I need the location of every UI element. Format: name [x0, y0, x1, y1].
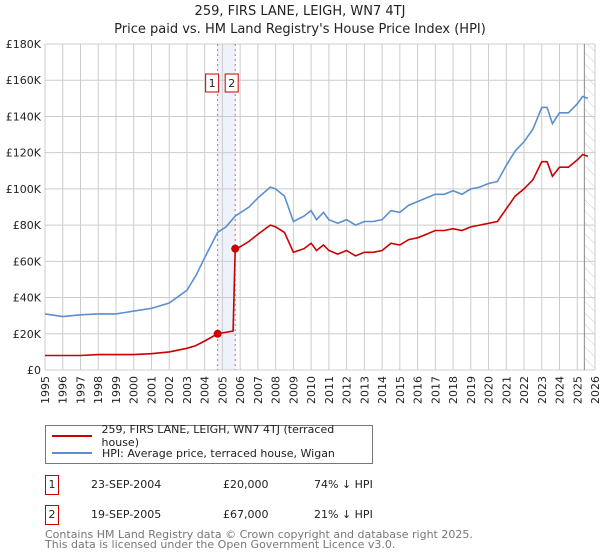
sale-date: 23-SEP-2004 — [91, 478, 162, 491]
x-tick-label: 2020 — [483, 376, 496, 404]
x-tick-label: 1998 — [92, 376, 105, 404]
x-tick-label: 2016 — [412, 376, 425, 404]
x-tick-label: 2008 — [270, 376, 283, 404]
sale-marker-box — [205, 73, 220, 93]
y-tick-label: £0 — [27, 364, 41, 377]
x-tick-label: 1997 — [74, 376, 87, 404]
forecast-hatch — [584, 44, 595, 370]
x-tick-label: 2004 — [199, 376, 212, 404]
x-tick-label: 2015 — [394, 376, 407, 404]
x-tick-label: 2021 — [500, 376, 513, 404]
x-tick-label: 2005 — [216, 376, 229, 404]
x-tick-label: 2007 — [252, 376, 265, 404]
x-tick-label: 1996 — [57, 376, 70, 404]
x-tick-label: 2012 — [341, 376, 354, 404]
x-tick-label: 1995 — [39, 376, 52, 404]
x-tick-label: 2022 — [518, 376, 531, 404]
sale-marker-label: 2 — [228, 77, 235, 90]
footer: Contains HM Land Registry data © Crown c… — [45, 528, 473, 551]
footer-licence: This data is licensed under the Open Gov… — [45, 538, 396, 551]
sale-marker-label: 2 — [45, 505, 59, 525]
x-tick-label: 2019 — [465, 376, 478, 404]
y-tick-label: £40K — [13, 292, 42, 305]
legend-item-hpi: HPI: Average price, terraced house, Wiga… — [46, 444, 335, 462]
sale-hpi-diff: 74% ↓ HPI — [314, 478, 373, 491]
x-tick-label: 2018 — [447, 376, 460, 404]
sale-price: £20,000 — [223, 478, 269, 491]
y-tick-label: £180K — [6, 38, 42, 51]
chart-title: 259, FIRS LANE, LEIGH, WN7 4TJ — [194, 4, 406, 19]
legend-swatch-red — [52, 435, 92, 437]
sale-date: 19-SEP-2005 — [91, 508, 162, 521]
footer-copyright: Contains HM Land Registry data © Crown c… — [45, 528, 473, 541]
x-tick-label: 2003 — [181, 376, 194, 404]
sale-hpi-diff: 21% ↓ HPI — [314, 508, 373, 521]
x-tick-label: 1999 — [110, 376, 123, 404]
x-tick-label: 2026 — [589, 376, 600, 404]
plot-area: 1995 1996 1997 1998 1999 2000 2001 2002 2003 2004… — [6, 38, 600, 404]
x-tick-label: 2013 — [358, 376, 371, 404]
sale-marker-label: 1 — [45, 475, 59, 495]
x-tick-label: 2010 — [305, 376, 318, 404]
sale-marker-label: 1 — [209, 77, 216, 90]
x-tick-label: 2001 — [145, 376, 158, 404]
y-tick-label: £120K — [6, 147, 42, 160]
hpi-line — [44, 95, 589, 318]
y-tick-label: £140K — [6, 110, 42, 123]
legend-item-price: 259, FIRS LANE, LEIGH, WN7 4TJ (terraced… — [46, 423, 372, 449]
x-tick-label: 2017 — [429, 376, 442, 404]
chart-subtitle: Price paid vs. HM Land Registry's House … — [114, 22, 486, 37]
x-tick-label: 2006 — [234, 376, 247, 404]
x-tick-label: 2009 — [287, 376, 300, 404]
x-tick-label: 2025 — [571, 376, 584, 404]
x-tick-label: 2024 — [554, 376, 567, 404]
sale-point — [213, 329, 222, 338]
y-tick-label: £20K — [13, 328, 42, 341]
sale-point — [231, 244, 240, 253]
x-tick-label: 2000 — [128, 376, 141, 404]
y-tick-label: £160K — [6, 74, 42, 87]
legend: 259, FIRS LANE, LEIGH, WN7 4TJ (terraced… — [45, 423, 373, 464]
legend-label: HPI: Average price, terraced house, Wiga… — [102, 446, 335, 460]
legend-label: 259, FIRS LANE, LEIGH, WN7 4TJ (terraced… — [101, 423, 335, 449]
legend-swatch-blue — [52, 452, 92, 454]
x-tick-label: 2011 — [323, 376, 336, 404]
y-tick-label: £80K — [13, 219, 42, 232]
x-tick-label: 2014 — [376, 376, 389, 404]
x-tick-label: 2002 — [163, 376, 176, 404]
sale-marker-box — [224, 73, 239, 93]
sale-price: £67,000 — [223, 508, 269, 521]
x-tick-label: 2023 — [536, 376, 549, 404]
y-tick-label: £100K — [6, 183, 42, 196]
price-paid-line — [45, 153, 589, 357]
y-tick-label: £60K — [13, 255, 42, 268]
